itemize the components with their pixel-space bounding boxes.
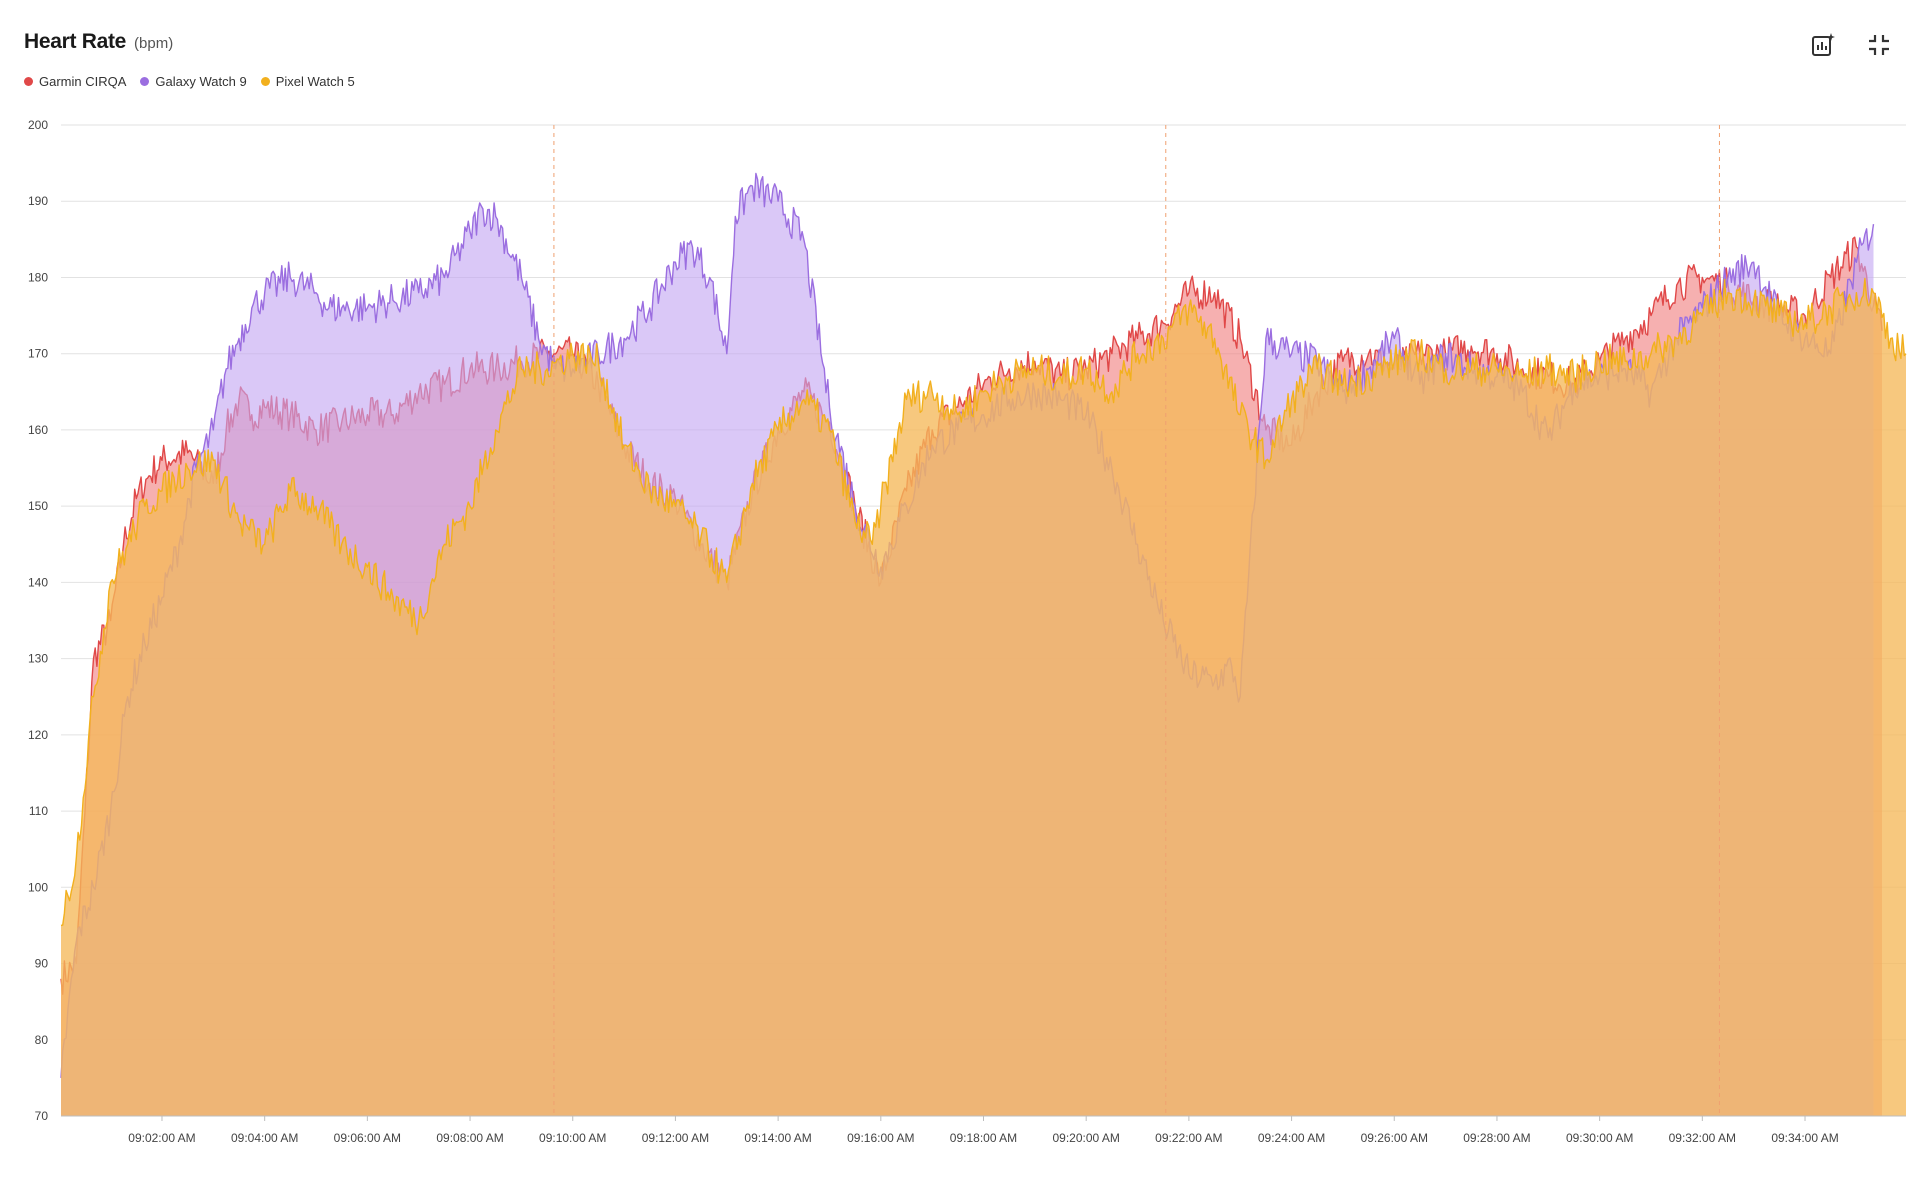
x-tick-label: 09:18:00 AM — [950, 1131, 1017, 1145]
x-tick-label: 09:24:00 AM — [1258, 1131, 1325, 1145]
x-tick-label: 09:06:00 AM — [334, 1131, 401, 1145]
x-tick-label: 09:32:00 AM — [1669, 1131, 1736, 1145]
legend: Garmin CIRQA Galaxy Watch 9 Pixel Watch … — [24, 74, 355, 89]
y-tick-label: 110 — [29, 804, 48, 818]
x-tick-label: 09:22:00 AM — [1155, 1131, 1222, 1145]
y-tick-label: 190 — [28, 194, 48, 208]
x-tick-label: 09:10:00 AM — [539, 1131, 606, 1145]
insights-button[interactable] — [1808, 30, 1838, 60]
y-tick-label: 180 — [28, 270, 48, 284]
collapse-button[interactable] — [1864, 30, 1894, 60]
x-tick-label: 09:04:00 AM — [231, 1131, 298, 1145]
legend-dot-pixel — [260, 77, 270, 86]
y-tick-label: 140 — [28, 575, 48, 589]
collapse-icon — [1869, 35, 1889, 55]
legend-item-pixel[interactable]: Pixel Watch 5 — [260, 74, 355, 89]
y-tick-label: 170 — [28, 347, 48, 361]
x-tick-label: 09:12:00 AM — [642, 1131, 709, 1145]
x-tick-label: 09:14:00 AM — [744, 1131, 811, 1145]
y-tick-label: 70 — [35, 1109, 49, 1123]
chart-unit: (bpm) — [134, 35, 174, 52]
y-tick-label: 120 — [28, 728, 48, 742]
legend-item-garmin[interactable]: Garmin CIRQA — [24, 74, 126, 89]
legend-label-pixel: Pixel Watch 5 — [275, 74, 355, 89]
x-tick-label: 09:20:00 AM — [1052, 1131, 1119, 1145]
legend-label-galaxy: Galaxy Watch 9 — [155, 74, 247, 89]
x-tick-label: 09:26:00 AM — [1361, 1131, 1428, 1145]
chart-title: Heart Rate — [24, 30, 127, 53]
chart-toolbar — [1808, 30, 1894, 60]
y-tick-label: 90 — [35, 957, 49, 971]
y-tick-label: 150 — [28, 499, 48, 513]
y-tick-label: 100 — [28, 880, 48, 894]
x-tick-label: 09:28:00 AM — [1463, 1131, 1530, 1145]
series-pixel-watch-5-line — [60, 277, 1907, 927]
legend-label-garmin: Garmin CIRQA — [39, 74, 127, 89]
series-pixel-watch-5-area — [61, 278, 1906, 1116]
x-tick-label: 09:34:00 AM — [1771, 1131, 1838, 1145]
x-tick-label: 09:30:00 AM — [1566, 1131, 1633, 1145]
y-tick-label: 200 — [28, 118, 48, 132]
chart-sparkle-icon — [1812, 33, 1835, 56]
legend-item-galaxy[interactable]: Galaxy Watch 9 — [140, 74, 247, 89]
chart-header: Heart Rate (bpm) — [24, 30, 173, 54]
y-tick-label: 160 — [28, 423, 48, 437]
legend-dot-garmin — [24, 77, 33, 86]
legend-dot-galaxy — [140, 77, 150, 86]
x-tick-label: 09:02:00 AM — [128, 1131, 195, 1145]
y-tick-label: 80 — [35, 1033, 49, 1047]
x-tick-label: 09:08:00 AM — [436, 1131, 503, 1145]
y-tick-label: 130 — [28, 652, 48, 666]
x-tick-label: 09:16:00 AM — [847, 1131, 914, 1145]
